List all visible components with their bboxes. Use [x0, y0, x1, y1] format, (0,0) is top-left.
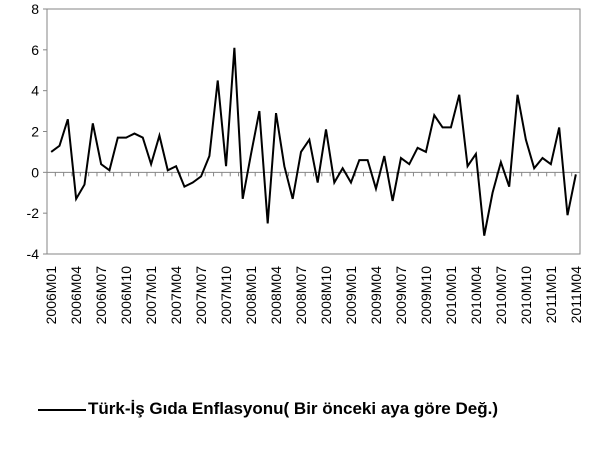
x-tick-label: 2006M04 — [68, 266, 84, 325]
y-tick-label: 6 — [31, 42, 39, 58]
x-tick-label: 2008M04 — [268, 266, 284, 325]
x-tick-label: 2007M07 — [193, 266, 209, 325]
y-tick-label: -4 — [27, 246, 40, 262]
legend: Türk-İş Gıda Enflasyonu( Bir önceki aya … — [38, 396, 578, 422]
y-tick-label: 0 — [31, 164, 39, 180]
x-tick-label: 2011M04 — [568, 266, 584, 324]
x-tick-label: 2007M04 — [168, 266, 184, 325]
x-tick-label: 2007M01 — [143, 266, 159, 325]
x-tick-label: 2010M01 — [443, 266, 459, 325]
y-tick-label: 8 — [31, 1, 39, 17]
x-tick-label: 2011M01 — [543, 266, 559, 324]
x-tick-label: 2008M10 — [318, 266, 334, 325]
x-tick-label: 2006M10 — [118, 266, 134, 325]
x-tick-label: 2010M07 — [493, 266, 509, 325]
x-tick-label: 2009M10 — [418, 266, 434, 325]
legend-label: Türk-İş Gıda Enflasyonu( Bir önceki aya … — [88, 399, 498, 418]
x-tick-label: 2008M01 — [243, 266, 259, 325]
x-tick-label: 2009M04 — [368, 266, 384, 325]
x-tick-label: 2008M07 — [293, 266, 309, 325]
x-tick-label: 2009M01 — [343, 266, 359, 325]
x-tick-label: 2010M10 — [518, 266, 534, 325]
x-tick-label: 2009M07 — [393, 266, 409, 325]
y-tick-label: 4 — [31, 83, 39, 99]
plot-frame — [46, 8, 581, 255]
legend-swatch — [38, 408, 86, 411]
y-tick-label: -2 — [27, 205, 40, 221]
x-tick-label: 2006M07 — [93, 266, 109, 325]
x-tick-label: 2006M01 — [43, 266, 59, 325]
series-line — [50, 47, 577, 236]
y-tick-label: 2 — [31, 124, 39, 140]
x-tick-label: 2007M10 — [218, 266, 234, 325]
x-tick-label: 2010M04 — [468, 266, 484, 325]
chart: -4 -2 0 2 4 6 8 2006M01 2006M04 2006M07 2006M10 200… — [27, 1, 584, 325]
